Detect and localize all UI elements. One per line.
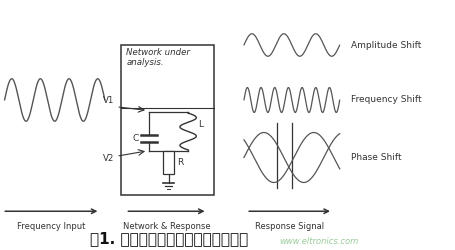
Bar	[121, 45, 214, 195]
Text: V2: V2	[102, 154, 114, 163]
Text: C: C	[132, 134, 138, 143]
Text: Frequency Input: Frequency Input	[17, 222, 85, 231]
Text: Response Signal: Response Signal	[254, 222, 324, 231]
Bar	[163, 151, 173, 174]
Text: Network under
analysis.: Network under analysis.	[126, 48, 190, 67]
Text: Phase Shift: Phase Shift	[350, 153, 401, 162]
Text: www.eltronics.com: www.eltronics.com	[279, 237, 358, 246]
Text: 图1. 具有复数阻抗特性的传感器模型: 图1. 具有复数阻抗特性的传感器模型	[89, 231, 248, 246]
Text: Network & Response: Network & Response	[122, 222, 210, 231]
Text: V1: V1	[102, 96, 114, 105]
Text: L: L	[198, 120, 203, 128]
Text: R: R	[177, 158, 182, 167]
Text: Amplitude Shift: Amplitude Shift	[350, 40, 420, 50]
Text: Frequency Shift: Frequency Shift	[350, 96, 421, 104]
